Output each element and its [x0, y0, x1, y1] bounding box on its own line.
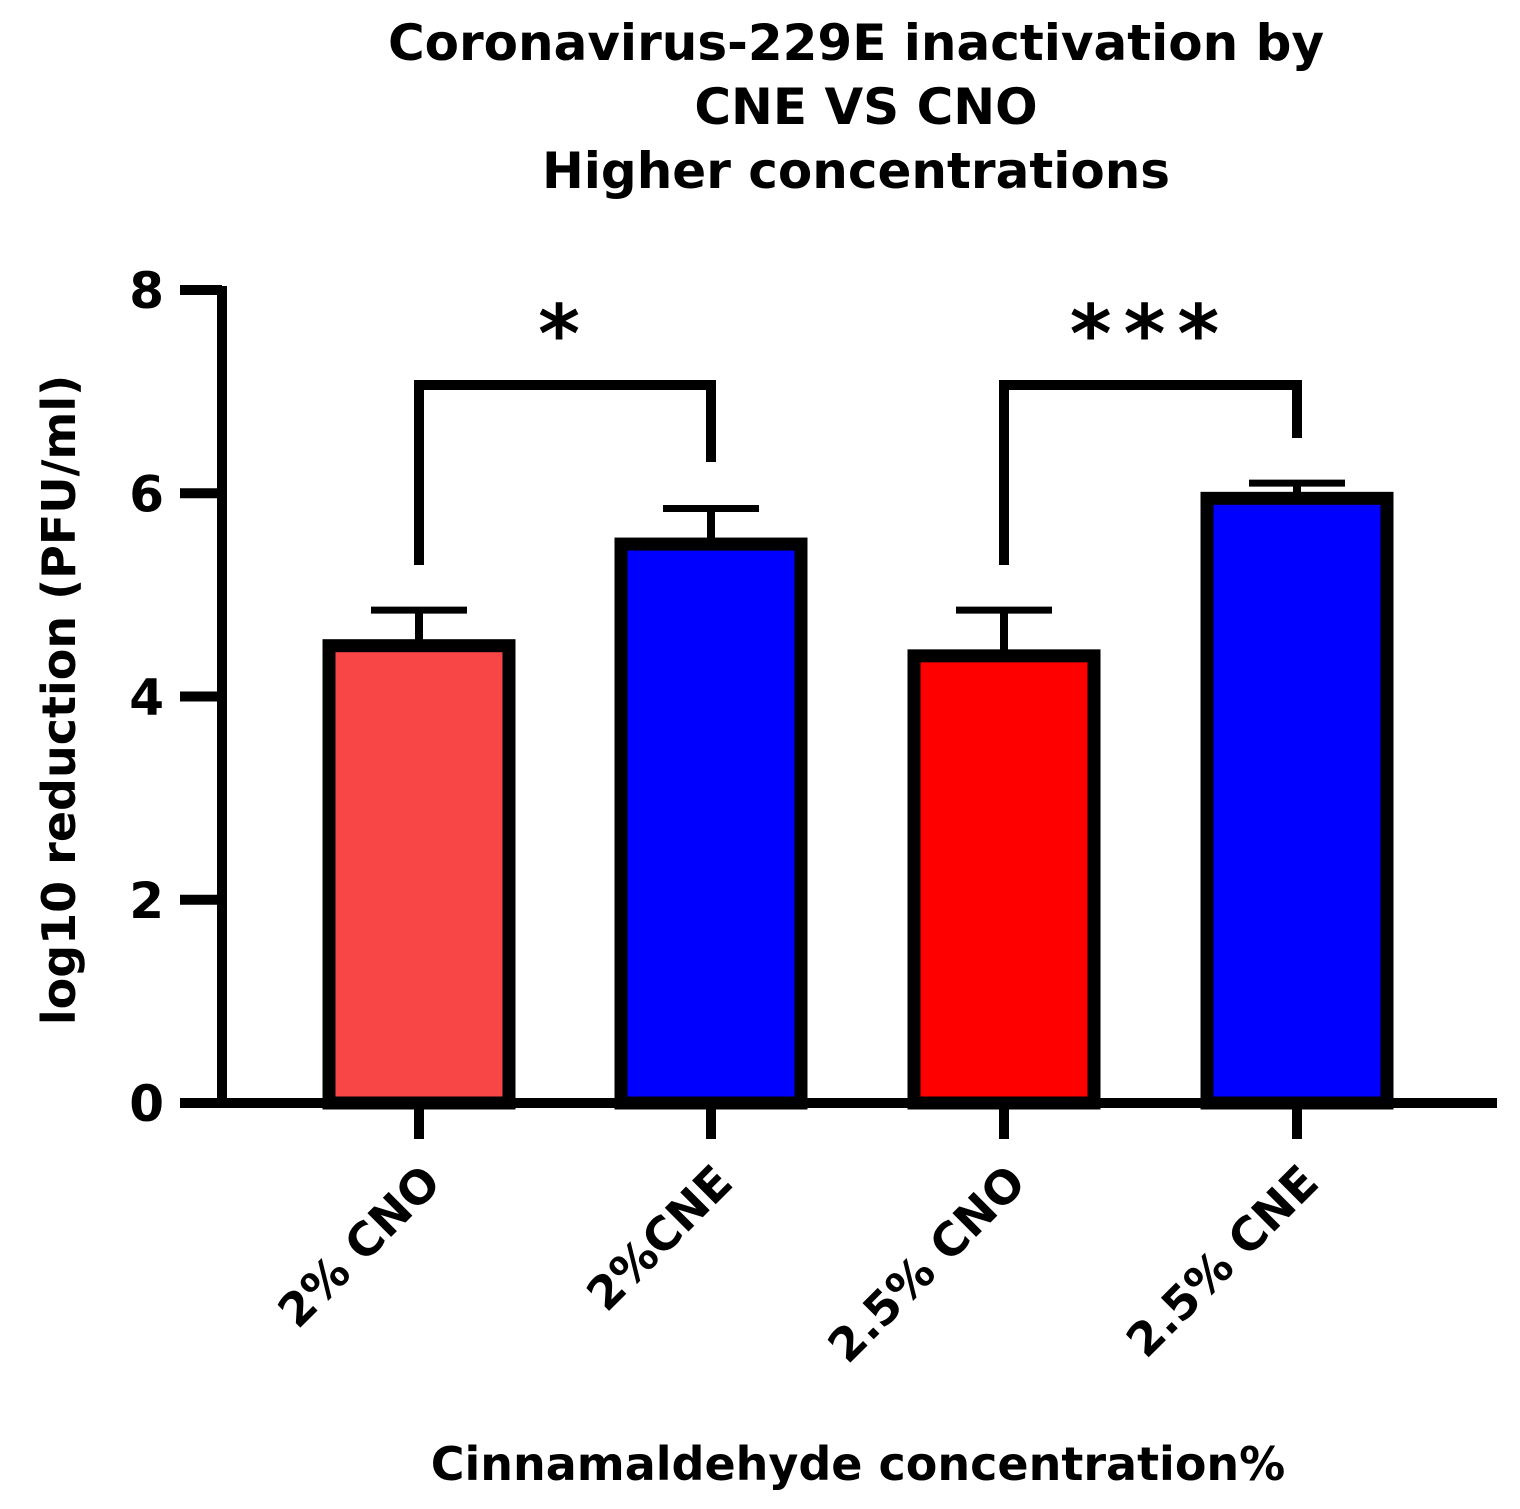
bar — [907, 649, 1101, 1110]
significance-bracket — [999, 380, 1302, 565]
y-axis-label: log10 reduction (PFU/ml) — [32, 375, 86, 1025]
x-tick-label: 2%CNE — [576, 1155, 743, 1322]
x-tick-label: 2.5% CNO — [817, 1155, 1035, 1373]
chart-title-line-2: CNE VS CNO — [694, 78, 1037, 136]
y-tick-label: 2 — [129, 872, 164, 930]
bar — [614, 537, 808, 1110]
x-tick-label: 2% CNO — [267, 1155, 450, 1338]
significance-label: *** — [1070, 288, 1232, 381]
bar — [322, 639, 516, 1110]
y-tick-label: 6 — [129, 465, 164, 523]
y-tick-label: 8 — [129, 262, 164, 320]
chart-title-line-1: Coronavirus-229E inactivation by — [388, 14, 1324, 72]
y-tick-label: 0 — [129, 1075, 164, 1133]
bar — [1200, 491, 1394, 1110]
x-tick-label: 2.5% CNE — [1116, 1155, 1329, 1368]
chart-title-line-3: Higher concentrations — [542, 142, 1170, 200]
x-axis-label: Cinnamaldehyde concentration% — [431, 1437, 1286, 1491]
significance-bracket — [414, 380, 716, 565]
significance-label: * — [538, 288, 592, 381]
y-tick-label: 4 — [129, 669, 164, 727]
